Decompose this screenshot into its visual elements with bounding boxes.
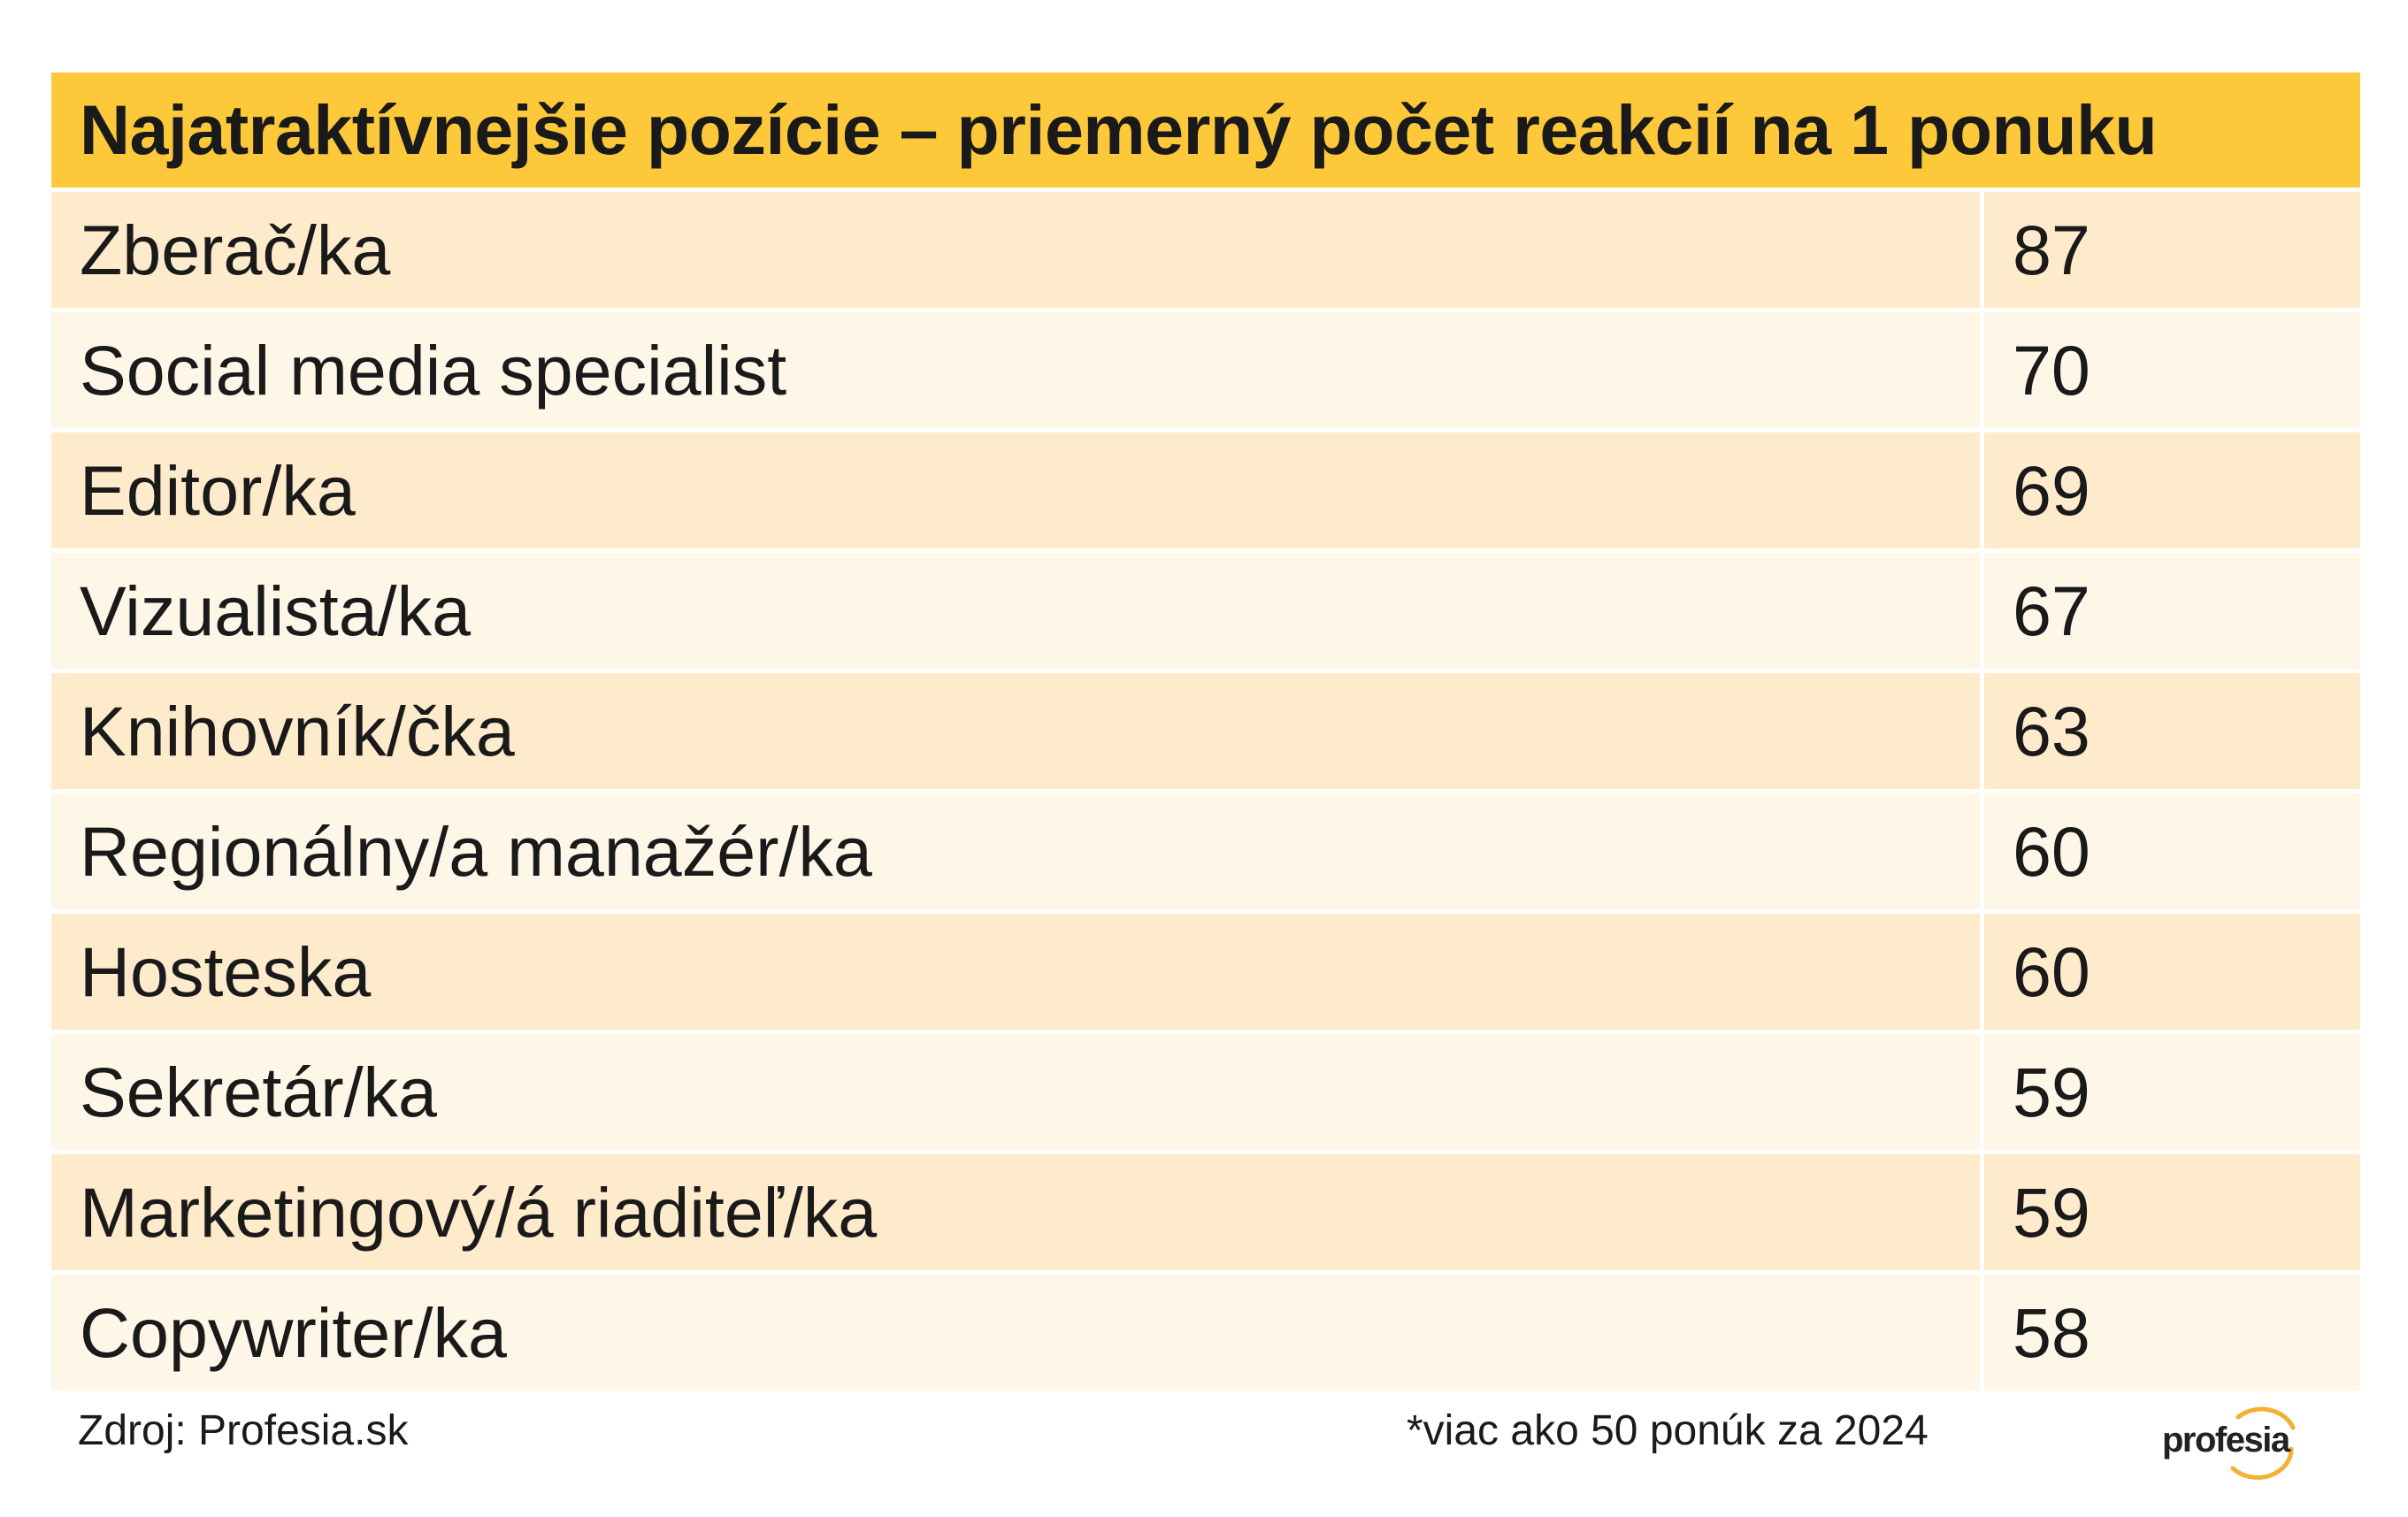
position-name: Regionálny/a manažér/ka <box>51 793 1980 909</box>
table-row: Marketingový/á riaditeľ/ka 59 <box>51 1154 2360 1270</box>
table-body: Zberač/ka 87 Social media specialist 70 Edit… <box>51 192 2360 1391</box>
position-name: Editor/ka <box>51 433 1980 548</box>
position-name: Marketingový/á riaditeľ/ka <box>51 1154 1980 1270</box>
reactions-value: 70 <box>1984 312 2360 428</box>
reactions-value: 60 <box>1984 793 2360 909</box>
position-name: Vizualista/ka <box>51 553 1980 669</box>
position-name: Social media specialist <box>51 312 1980 428</box>
reactions-value: 59 <box>1984 1154 2360 1270</box>
reactions-value: 69 <box>1984 433 2360 548</box>
source-note: Zdroj: Profesia.sk <box>78 1407 409 1454</box>
table-row: Zberač/ka 87 <box>51 192 2360 308</box>
position-name: Knihovník/čka <box>51 673 1980 789</box>
reactions-value: 67 <box>1984 553 2360 669</box>
reactions-value: 63 <box>1984 673 2360 789</box>
table-row: Knihovník/čka 63 <box>51 673 2360 789</box>
position-name: Sekretár/ka <box>51 1034 1980 1150</box>
table-row: Editor/ka 69 <box>51 433 2360 548</box>
table-row: Hosteska 60 <box>51 914 2360 1030</box>
table-title: Najatraktívnejšie pozície – priemerný po… <box>51 73 2360 188</box>
position-name: Copywriter/ka <box>51 1275 1980 1391</box>
table-row: Regionálny/a manažér/ka 60 <box>51 793 2360 909</box>
position-name: Hosteska <box>51 914 1980 1030</box>
table-row: Copywriter/ka 58 <box>51 1275 2360 1391</box>
reactions-value: 58 <box>1984 1275 2360 1391</box>
position-name: Zberač/ka <box>51 192 1980 308</box>
table-row: Social media specialist 70 <box>51 312 2360 428</box>
table-row: Sekretár/ka 59 <box>51 1034 2360 1150</box>
table-row: Vizualista/ka 67 <box>51 553 2360 669</box>
footnote: *viac ako 50 ponúk za 2024 <box>1407 1407 1929 1454</box>
reactions-value: 87 <box>1984 192 2360 308</box>
logo-wordmark: profesia <box>2162 1421 2290 1460</box>
results-table: Najatraktívnejšie pozície – priemerný po… <box>51 73 2360 1395</box>
profesia-logo: profesia <box>2141 1398 2309 1482</box>
reactions-value: 60 <box>1984 914 2360 1030</box>
reactions-value: 59 <box>1984 1034 2360 1150</box>
logo-ring-icon <box>2230 1406 2296 1480</box>
